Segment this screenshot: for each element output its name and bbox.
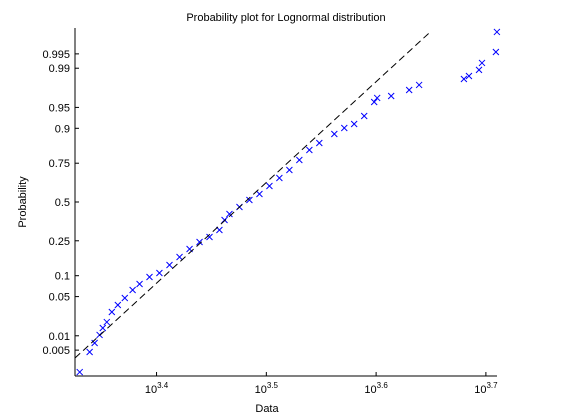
data-point (91, 339, 98, 347)
y-tick-label: 0.5 (55, 197, 70, 209)
data-point (370, 98, 378, 106)
data-point (465, 72, 473, 80)
y-tick-label: 0.75 (49, 158, 70, 170)
data-point (360, 112, 368, 120)
data-point (103, 318, 111, 326)
data-point (387, 92, 395, 100)
chart-title: Probability plot for Lognormal distribut… (186, 12, 385, 24)
y-tick-label: 0.25 (49, 236, 70, 248)
y-axis-label: Probability (17, 176, 29, 228)
data-point (166, 261, 173, 269)
data-point (136, 280, 143, 288)
x-axis-label: Data (255, 403, 279, 415)
data-point (350, 120, 358, 128)
x-tick-label: 103.7 (474, 381, 498, 396)
data-point (226, 210, 233, 218)
y-tick-label: 0.05 (49, 292, 70, 304)
x-tick-exponent: 3.4 (157, 381, 169, 390)
data-point (286, 166, 293, 174)
data-point (206, 233, 213, 241)
data-point (478, 59, 486, 67)
x-tick-label: 103.5 (255, 381, 279, 396)
data-point (315, 139, 323, 147)
data-point (146, 273, 153, 281)
data-point (156, 269, 163, 277)
data-point (475, 66, 483, 74)
y-tick-label: 0.005 (42, 345, 70, 357)
x-tick-base: 10 (474, 384, 486, 396)
data-point (114, 301, 122, 309)
y-tick-label: 0.9 (55, 123, 70, 135)
data-point (330, 130, 338, 138)
data-point (266, 182, 273, 190)
data-point (276, 174, 283, 182)
x-tick-exponent: 3.7 (486, 381, 498, 390)
data-point (196, 238, 203, 246)
x-tick-exponent: 3.5 (267, 381, 279, 390)
data-point (99, 324, 107, 332)
data-point (246, 196, 253, 204)
data-point (256, 190, 263, 198)
data-point (176, 253, 183, 261)
data-point (460, 75, 468, 83)
reference-line (74, 32, 430, 359)
x-tick-exponent: 3.6 (377, 381, 389, 390)
data-point (295, 156, 303, 164)
y-tick-label: 0.99 (49, 63, 70, 75)
x-tick-base: 10 (145, 384, 157, 396)
data-point (121, 294, 129, 302)
data-point (86, 348, 93, 356)
y-tick-label: 0.95 (49, 102, 70, 114)
y-tick-label: 0.01 (49, 331, 70, 343)
data-point (492, 48, 500, 56)
data-point (306, 146, 313, 154)
data-point (493, 28, 501, 36)
data-point (340, 124, 348, 132)
y-tick-label: 0.995 (42, 49, 70, 61)
data-point (405, 86, 413, 94)
x-tick-base: 10 (255, 384, 267, 396)
data-point (108, 308, 116, 316)
y-tick-label: 0.1 (55, 271, 70, 283)
x-tick-label: 103.6 (364, 381, 388, 396)
data-point (373, 94, 381, 102)
data-point (415, 81, 423, 89)
data-point (129, 286, 136, 294)
data-point (76, 368, 84, 376)
x-tick-base: 10 (364, 384, 376, 396)
x-tick-label: 103.4 (145, 381, 169, 396)
data-point (216, 226, 223, 234)
